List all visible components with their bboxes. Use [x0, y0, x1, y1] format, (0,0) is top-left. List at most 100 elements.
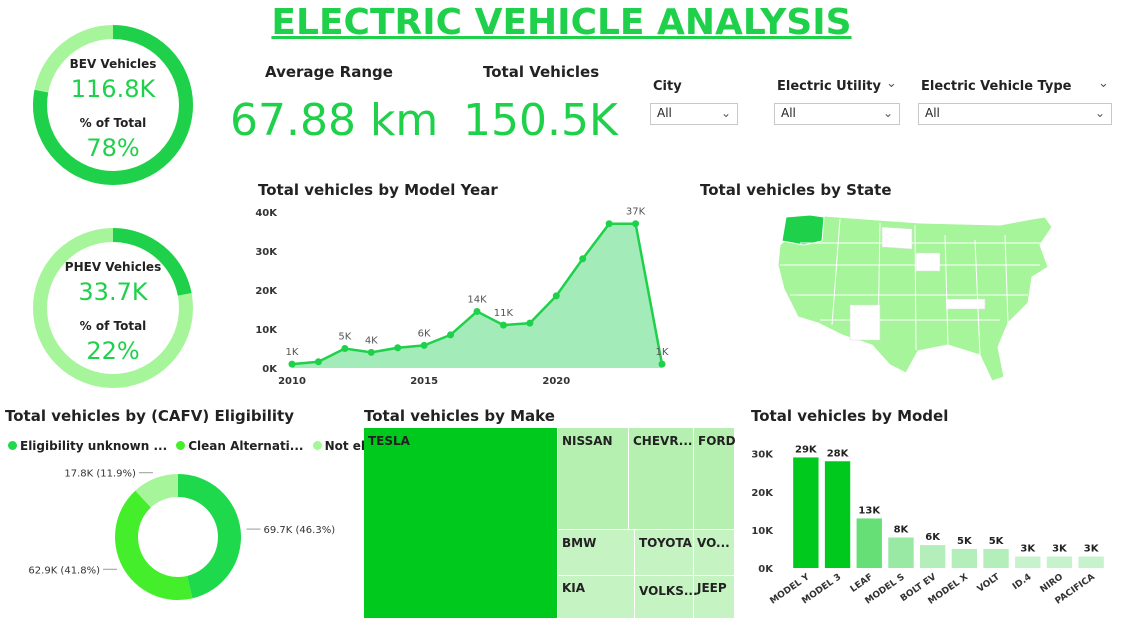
bar [856, 518, 882, 568]
data-label: 3K [1084, 544, 1100, 555]
y-tick-label: 0K [262, 364, 278, 375]
model-chart-title: Total vehicles by Model [751, 407, 949, 425]
data-point [605, 220, 613, 228]
model-year-chart[interactable]: 0K 10K 20K 30K 40K 2010 2015 2020 1K 5K 4K 6K 14K 11K… [250, 200, 680, 390]
page-title: ELECTRIC VEHICLE ANALYSIS [271, 2, 852, 43]
cafv-chart-title: Total vehicles by (CAFV) Eligibility [5, 407, 294, 425]
treemap-tile[interactable] [558, 530, 634, 575]
data-label: 13K [858, 505, 881, 516]
data-point [314, 358, 322, 366]
phev-label: PHEV Vehicles [64, 260, 162, 274]
chevron-down-icon[interactable]: ⌄ [886, 76, 897, 91]
y-tick-label: 20K [255, 286, 278, 297]
data-label: 8K [894, 525, 910, 536]
treemap-tile[interactable] [635, 576, 693, 618]
data-point [658, 360, 666, 368]
data-point [579, 255, 587, 263]
utility-slicer[interactable]: All ⌄ [774, 103, 900, 125]
white-states [849, 226, 986, 341]
legend-item[interactable]: Eligibility unknown ... [8, 439, 167, 453]
bev-pct-label: % of Total [79, 116, 147, 130]
treemap-label: JEEP [697, 581, 727, 595]
city-slicer-label: City [653, 79, 682, 94]
state-map-title: Total vehicles by State [700, 181, 892, 199]
bev-pct: 78% [86, 134, 140, 162]
phev-donut-card[interactable]: PHEV Vehicles 33.7K % of Total 22% [28, 223, 198, 393]
type-slicer[interactable]: All ⌄ [918, 103, 1112, 125]
x-tick-label: 2010 [278, 376, 306, 387]
bar [1046, 556, 1073, 568]
treemap-tile[interactable] [694, 428, 734, 529]
treemap-tile[interactable] [558, 576, 634, 618]
y-tick-label: 10K [255, 325, 278, 336]
x-tick-label: VOLT [976, 572, 1003, 595]
phev-value: 33.7K [78, 278, 148, 306]
type-slicer-label: Electric Vehicle Type [921, 79, 1072, 94]
total-vehicles-label: Total Vehicles [483, 63, 600, 81]
treemap-label: BMW [562, 536, 597, 550]
bev-donut [33, 25, 193, 185]
treemap-tile[interactable] [635, 530, 693, 575]
chevron-down-icon: ⌄ [1094, 106, 1105, 120]
x-tick-label: 2015 [410, 376, 438, 387]
utility-slicer-label: Electric Utility [777, 79, 881, 94]
data-label: 6K [925, 532, 941, 543]
state-map[interactable] [770, 205, 1060, 385]
treemap-tile[interactable] [558, 428, 628, 529]
data-label: 6K [418, 328, 431, 339]
x-tick-label: 2020 [542, 376, 570, 387]
chevron-down-icon[interactable]: ⌄ [1098, 76, 1109, 91]
data-label: 1K [286, 347, 299, 358]
treemap-label: VOLKS... [639, 584, 698, 598]
treemap-label: VO... [697, 536, 730, 550]
pie-slice [135, 474, 178, 508]
treemap-tile[interactable] [694, 576, 734, 618]
cafv-donut-chart[interactable]: 69.7K (46.3%) 62.9K (41.8%) 17.8K (11.9%) [0, 455, 350, 615]
bar [793, 457, 819, 568]
bar [824, 461, 851, 568]
data-label: 3K [1020, 544, 1036, 555]
data-label: 14K [467, 294, 487, 305]
total-vehicles-value: 150.5K [463, 95, 618, 146]
data-point [367, 348, 375, 356]
data-label: 4K [365, 335, 378, 346]
utility-slicer-value: All [781, 106, 796, 120]
data-label: 5K [989, 536, 1005, 547]
bar [888, 537, 914, 568]
city-slicer[interactable]: All ⌄ [650, 103, 738, 125]
pie-slice [115, 490, 193, 600]
chevron-down-icon: ⌄ [882, 106, 893, 120]
bar [1078, 556, 1104, 568]
data-point [341, 345, 349, 352]
treemap-label: KIA [562, 581, 586, 595]
treemap-label: NISSAN [562, 434, 613, 448]
phev-donut-arc [33, 228, 193, 388]
phev-pct-label: % of Total [79, 319, 147, 333]
legend-item[interactable]: Clean Alternati... [176, 439, 303, 453]
data-label: 28K [827, 448, 850, 459]
data-point [394, 344, 402, 352]
data-label: 11K [494, 308, 514, 319]
y-tick-label: 10K [751, 526, 774, 537]
make-chart-title: Total vehicles by Make [364, 407, 555, 425]
washington-state [781, 214, 825, 246]
data-point [473, 307, 481, 315]
phev-donut [33, 228, 193, 388]
treemap-tile[interactable] [694, 530, 734, 575]
pie-slice [178, 474, 242, 599]
y-tick-label: 30K [255, 247, 278, 258]
city-slicer-value: All [657, 106, 672, 120]
data-label: 3K [1052, 544, 1068, 555]
bev-donut-card[interactable]: BEV Vehicles 116.8K % of Total 78% [28, 20, 198, 190]
data-point [499, 321, 507, 329]
bar [919, 545, 946, 568]
model-year-chart-title: Total vehicles by Model Year [258, 181, 498, 199]
treemap-tile[interactable] [629, 428, 693, 529]
make-treemap[interactable]: TESLA NISSAN CHEVR... FORD BMW TOYOTA VO… [364, 428, 736, 618]
avg-range-value: 67.88 km [230, 95, 439, 146]
data-label: 5K [338, 332, 351, 343]
y-tick-label: 0K [758, 564, 774, 575]
data-label: 29K [795, 444, 818, 455]
treemap-tile[interactable] [364, 428, 557, 618]
